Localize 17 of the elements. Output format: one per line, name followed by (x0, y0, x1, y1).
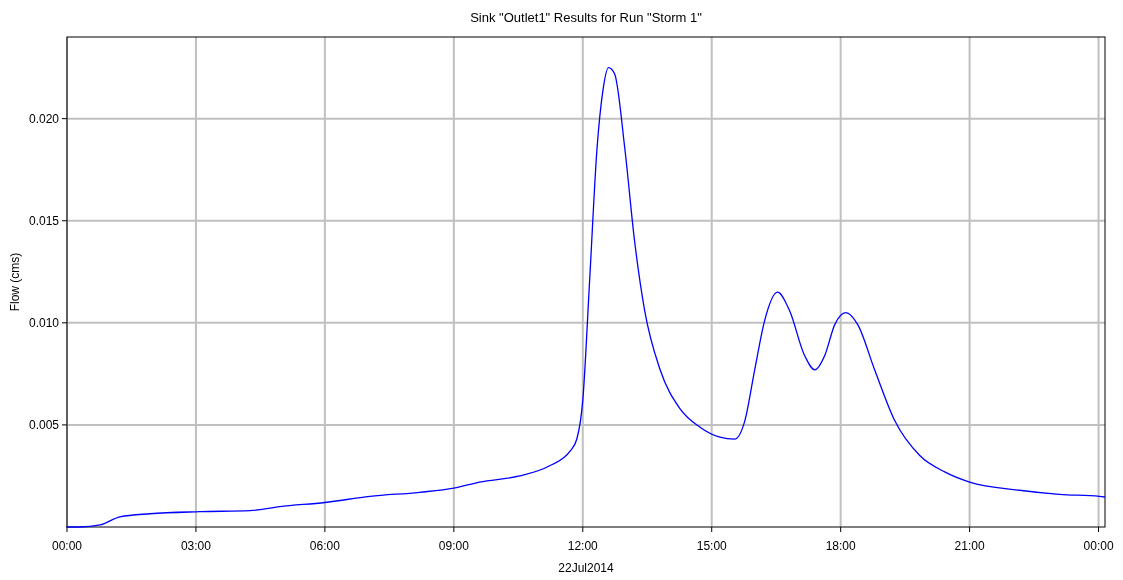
x-tick-label: 00:00 (1083, 539, 1114, 553)
x-tick-label: 06:00 (309, 539, 341, 553)
y-tick-label: 0.005 (28, 417, 60, 432)
x-tick-label: 09:00 (438, 539, 470, 553)
x-tick-label: 00:00 (51, 539, 83, 553)
x-tick-label: 03:00 (180, 539, 212, 553)
y-tick-label: 0.010 (28, 315, 60, 330)
x-tick-label: 12:00 (567, 539, 599, 553)
y-axis-title: Flow (cms) (8, 252, 22, 312)
x-tick-label: 21:00 (954, 539, 985, 553)
chart-title: Sink "Outlet1" Results for Run "Storm 1" (470, 10, 703, 25)
y-tick-label: 0.020 (28, 111, 60, 126)
y-tick-label: 0.015 (28, 213, 60, 228)
x-tick-label: 18:00 (825, 539, 856, 553)
x-axis-title: 22Jul2014 (558, 561, 615, 575)
line-series (66, 66, 1106, 528)
x-tick-label: 15:00 (696, 539, 728, 553)
